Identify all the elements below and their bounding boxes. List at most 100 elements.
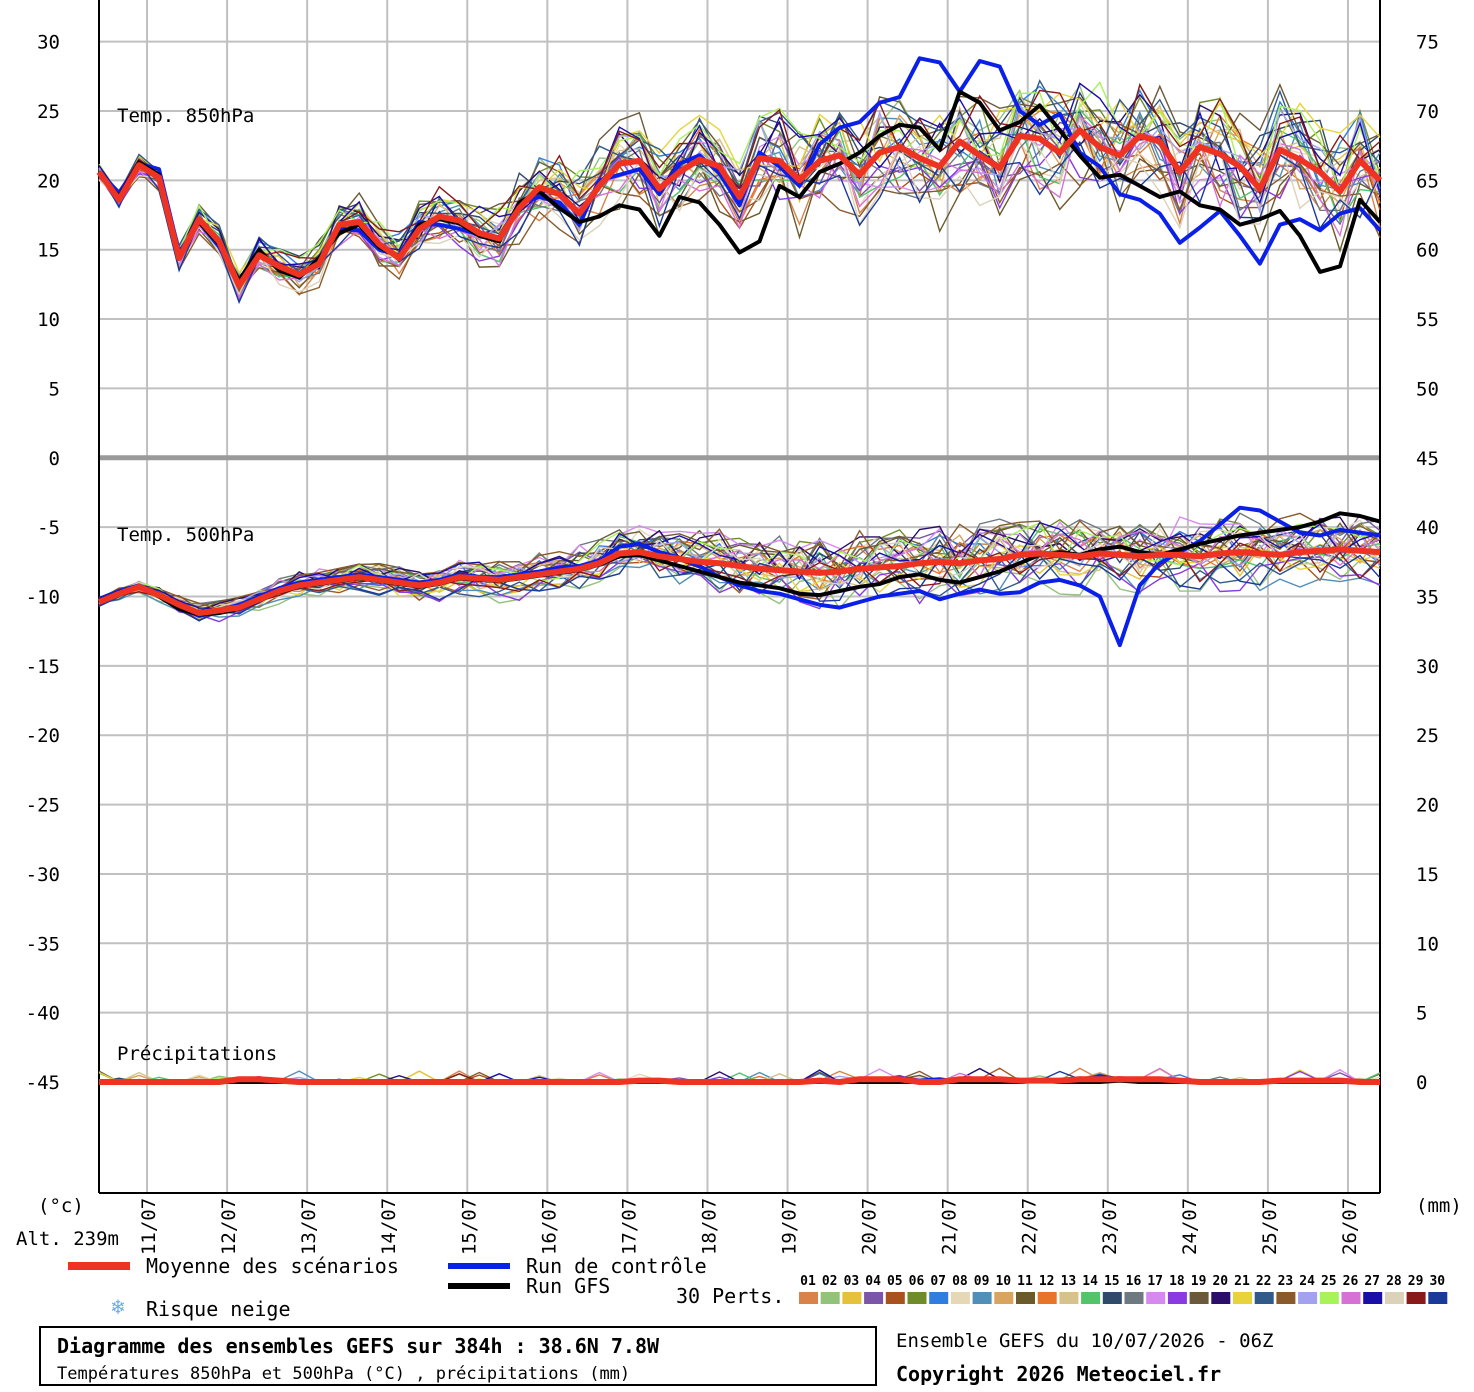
member-number: 30 <box>1429 1274 1445 1289</box>
member-number: 04 <box>865 1274 881 1289</box>
member-swatch <box>972 1292 992 1304</box>
member-swatch <box>1233 1292 1252 1304</box>
member-swatch <box>1016 1292 1035 1304</box>
member-swatch <box>929 1292 949 1304</box>
right-tick-label: 0 <box>1416 1072 1427 1094</box>
x-tick-label: 15/07 <box>458 1198 480 1255</box>
member-line-29 <box>98 83 1381 286</box>
member-line-22 <box>98 546 1381 622</box>
member-number: 23 <box>1278 1274 1294 1289</box>
member-swatch <box>1102 1292 1122 1304</box>
member-swatch <box>1298 1292 1318 1304</box>
x-tick-label: 23/07 <box>1099 1198 1121 1255</box>
member-number: 11 <box>1017 1274 1033 1289</box>
right-tick-label: 75 <box>1416 32 1439 54</box>
left-tick-label: 20 <box>37 170 60 192</box>
member-swatch <box>1341 1292 1361 1304</box>
x-tick-label: 16/07 <box>538 1198 560 1255</box>
member-number: 01 <box>800 1274 816 1289</box>
member-number: 28 <box>1386 1274 1402 1289</box>
member-swatch <box>1276 1292 1296 1304</box>
axis-ticks: Temp. 850hPa Temp. 500hPa Précipitations 30… <box>16 32 1462 1255</box>
x-tick-label: 20/07 <box>859 1198 881 1255</box>
right-tick-label: 60 <box>1416 240 1439 262</box>
member-number: 24 <box>1299 1274 1315 1289</box>
member-swatch <box>1146 1292 1166 1304</box>
legend-snow-label: Risque neige <box>146 1297 291 1321</box>
legend-perts-label: 30 Perts. <box>676 1284 784 1308</box>
right-tick-label: 55 <box>1416 309 1439 331</box>
member-line-24 <box>98 103 1381 283</box>
member-swatch <box>1363 1292 1383 1304</box>
member-number: 13 <box>1061 1274 1077 1289</box>
member-swatch <box>1059 1292 1079 1304</box>
member-swatch <box>907 1292 927 1304</box>
copyright: Copyright 2026 Meteociel.fr <box>896 1362 1222 1386</box>
member-number: 18 <box>1169 1274 1185 1289</box>
member-swatch <box>1124 1292 1144 1304</box>
panel-label: Temp. 850hPa <box>117 105 254 127</box>
panel-label: Précipitations <box>117 1043 277 1065</box>
right-tick-label: 70 <box>1416 101 1439 123</box>
x-tick-label: 22/07 <box>1019 1198 1041 1255</box>
member-number: 29 <box>1408 1274 1424 1289</box>
x-tick-label: 13/07 <box>298 1198 320 1255</box>
member-swatch <box>1037 1292 1057 1304</box>
legend: Moyenne des scénarios Run de contrôleRun … <box>68 1254 1448 1321</box>
right-tick-label: 40 <box>1416 517 1439 539</box>
member-number: 05 <box>887 1274 903 1289</box>
member-swatch <box>1428 1292 1448 1304</box>
left-tick-label: -45 <box>26 1072 60 1094</box>
left-tick-label: -40 <box>26 1003 60 1025</box>
snowflake-icon: ❄ <box>111 1295 124 1320</box>
altitude-label: Alt. 239m <box>16 1228 119 1250</box>
member-number: 03 <box>844 1274 860 1289</box>
member-swatch <box>799 1292 818 1304</box>
member-number: 10 <box>995 1274 1011 1289</box>
mean-line-panel-2 <box>99 1076 1380 1085</box>
member-swatch <box>1406 1292 1426 1304</box>
member-number: 12 <box>1039 1274 1055 1289</box>
member-line-23 <box>98 151 1381 295</box>
member-number: 15 <box>1104 1274 1120 1289</box>
right-tick-label: 50 <box>1416 378 1439 400</box>
left-tick-label: -25 <box>26 795 60 817</box>
left-tick-label: -5 <box>37 517 60 539</box>
mean-line-panel-0 <box>96 127 1383 289</box>
member-number: 20 <box>1212 1274 1228 1289</box>
left-tick-label: 5 <box>49 378 60 400</box>
member-number: 07 <box>930 1274 946 1289</box>
member-swatch <box>1211 1292 1231 1304</box>
member-number: 02 <box>822 1274 838 1289</box>
member-number: 22 <box>1256 1274 1272 1289</box>
member-swatch <box>950 1292 970 1304</box>
chart-subtitle: Températures 850hPa et 500hPa (°C) , pré… <box>57 1364 631 1384</box>
member-number: 08 <box>952 1274 968 1289</box>
member-swatch <box>1254 1292 1274 1304</box>
right-tick-label: 20 <box>1416 795 1439 817</box>
legend-gfs-label: Run GFS <box>526 1274 610 1298</box>
left-tick-label: 0 <box>49 448 60 470</box>
member-swatch <box>1189 1292 1209 1304</box>
x-tick-label: 21/07 <box>939 1198 961 1255</box>
right-tick-label: 30 <box>1416 656 1439 678</box>
legend-control-label: Run de contrôle <box>526 1254 707 1278</box>
run-info: Ensemble GEFS du 10/07/2026 - 06Z <box>896 1330 1274 1352</box>
left-tick-label: 30 <box>37 32 60 54</box>
title-box: Diagramme des ensembles GEFS sur 384h : … <box>39 1326 877 1386</box>
member-swatch <box>1384 1292 1404 1304</box>
left-tick-label: -15 <box>26 656 60 678</box>
member-line-23 <box>98 512 1381 611</box>
left-tick-label: -30 <box>26 864 60 886</box>
member-swatch <box>1319 1292 1339 1304</box>
member-number: 21 <box>1234 1274 1250 1289</box>
left-tick-label: -20 <box>26 725 60 747</box>
right-tick-label: 5 <box>1416 1003 1427 1025</box>
member-number: 25 <box>1321 1274 1337 1289</box>
x-tick-label: 17/07 <box>618 1198 640 1255</box>
right-tick-label: 35 <box>1416 587 1439 609</box>
member-number: 17 <box>1147 1274 1163 1289</box>
left-tick-label: 15 <box>37 240 60 262</box>
x-tick-label: 26/07 <box>1339 1198 1361 1255</box>
